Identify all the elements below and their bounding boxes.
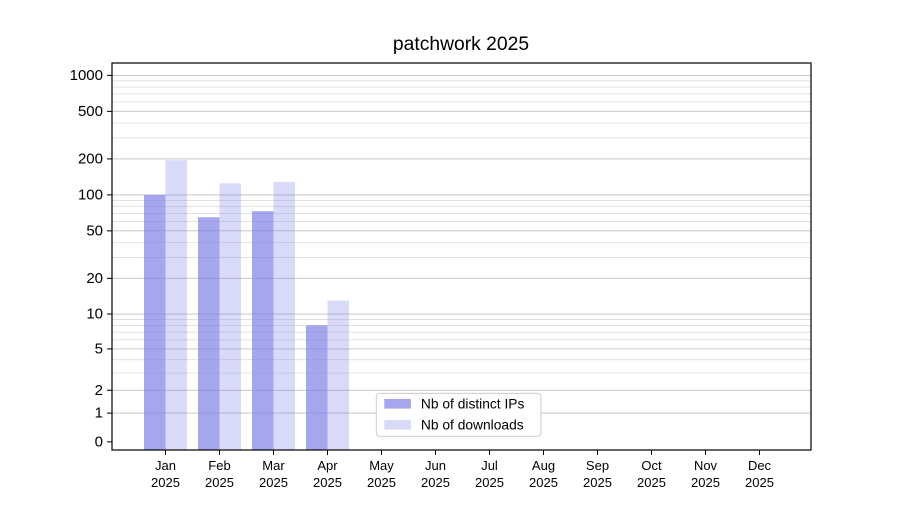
svg-text:Sep: Sep bbox=[586, 458, 609, 473]
svg-text:2: 2 bbox=[95, 382, 103, 399]
svg-text:100: 100 bbox=[78, 186, 103, 203]
svg-text:2025: 2025 bbox=[205, 475, 234, 490]
svg-text:500: 500 bbox=[78, 103, 103, 120]
svg-text:20: 20 bbox=[86, 270, 103, 287]
svg-text:Feb: Feb bbox=[208, 458, 230, 473]
svg-text:2025: 2025 bbox=[637, 475, 666, 490]
svg-text:Jan: Jan bbox=[155, 458, 176, 473]
svg-text:Oct: Oct bbox=[641, 458, 662, 473]
svg-text:2025: 2025 bbox=[259, 475, 288, 490]
svg-text:2025: 2025 bbox=[421, 475, 450, 490]
svg-text:1: 1 bbox=[95, 405, 103, 422]
svg-text:2025: 2025 bbox=[367, 475, 396, 490]
svg-text:Nov: Nov bbox=[694, 458, 718, 473]
svg-text:1000: 1000 bbox=[70, 67, 103, 84]
svg-text:2025: 2025 bbox=[583, 475, 612, 490]
svg-text:2025: 2025 bbox=[313, 475, 342, 490]
svg-text:2025: 2025 bbox=[475, 475, 504, 490]
svg-text:2025: 2025 bbox=[151, 475, 180, 490]
svg-text:May: May bbox=[369, 458, 394, 473]
svg-text:5: 5 bbox=[95, 340, 103, 357]
svg-text:Aug: Aug bbox=[532, 458, 555, 473]
svg-text:patchwork 2025: patchwork 2025 bbox=[393, 34, 529, 55]
svg-text:Dec: Dec bbox=[748, 458, 772, 473]
svg-text:2025: 2025 bbox=[529, 475, 558, 490]
svg-text:50: 50 bbox=[86, 222, 103, 239]
svg-text:Nb of distinct IPs: Nb of distinct IPs bbox=[421, 397, 525, 412]
svg-text:Jul: Jul bbox=[481, 458, 498, 473]
svg-text:Mar: Mar bbox=[262, 458, 285, 473]
svg-text:200: 200 bbox=[78, 150, 103, 167]
svg-text:0: 0 bbox=[95, 433, 103, 450]
svg-text:2025: 2025 bbox=[745, 475, 774, 490]
svg-text:Apr: Apr bbox=[317, 458, 338, 473]
svg-text:Nb of downloads: Nb of downloads bbox=[421, 418, 524, 433]
svg-text:2025: 2025 bbox=[691, 475, 720, 490]
svg-text:10: 10 bbox=[86, 306, 103, 323]
svg-text:Jun: Jun bbox=[425, 458, 446, 473]
